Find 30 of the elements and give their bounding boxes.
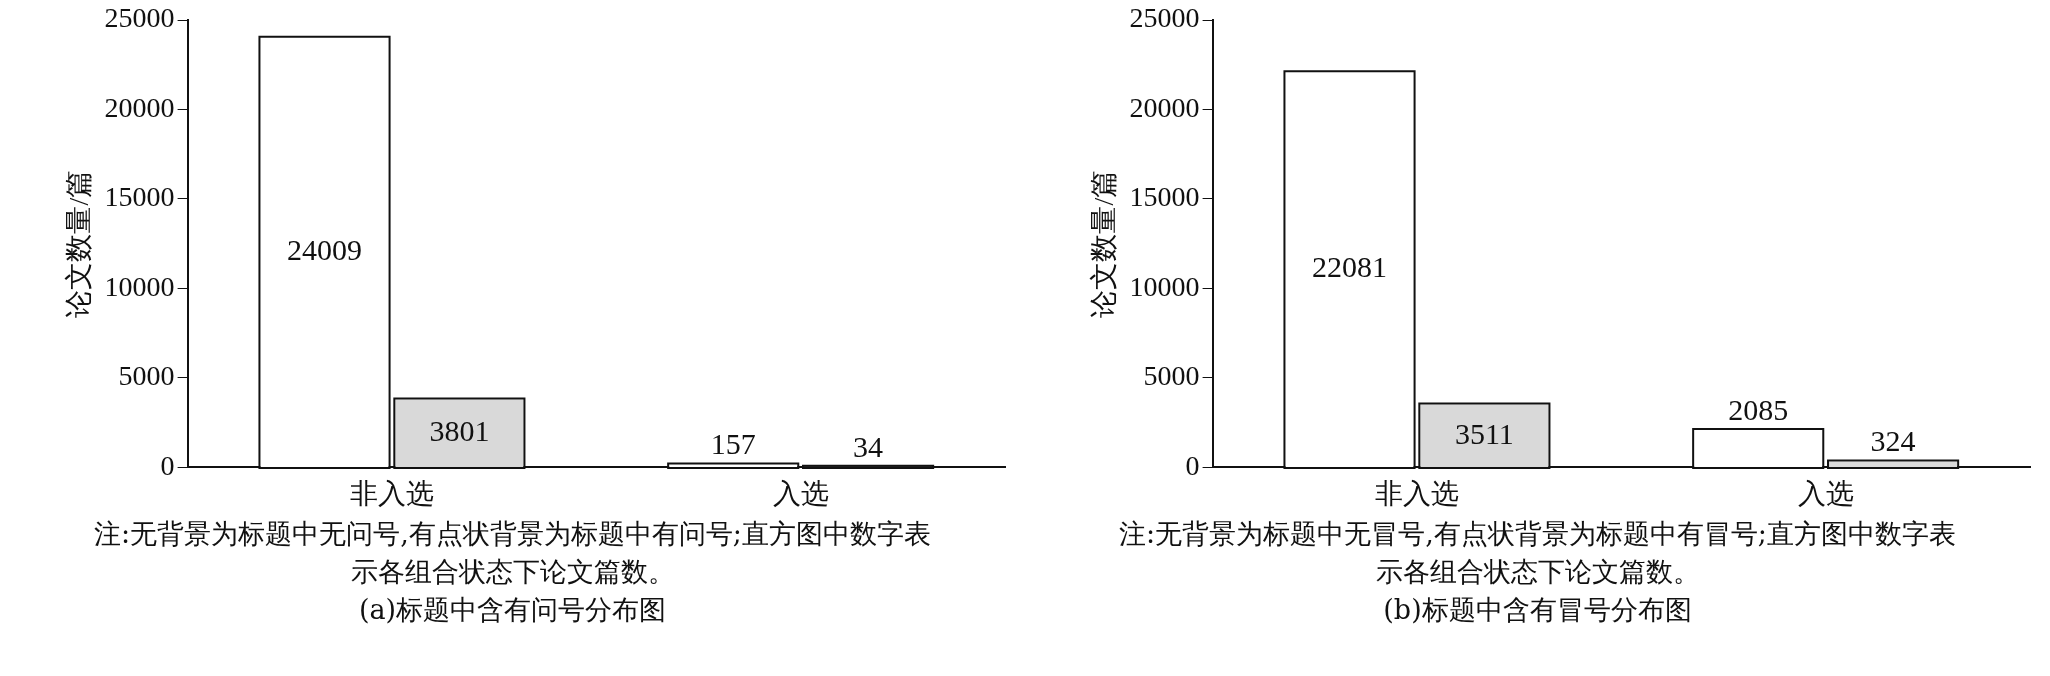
y-tick-label: 25000 bbox=[104, 2, 175, 34]
text: 注:无背景为标题中无问号,有点状背景为标题中有问号;直方图中数字表示各组合状态下论文篇数。 bbox=[93, 517, 932, 589]
data-label: 22081 bbox=[1312, 250, 1388, 284]
text: (a)标题中含有问号分布图 bbox=[358, 593, 667, 627]
y-tick-label: 5000 bbox=[1143, 360, 1200, 392]
data-label: 24009 bbox=[287, 233, 363, 267]
x-tick-label: 非入选 bbox=[1374, 477, 1459, 509]
data-label: 3801 bbox=[429, 414, 490, 448]
text: (b)标题中含有冒号分布图 bbox=[1383, 593, 1692, 627]
y-axis-title: 论文数量/篇 bbox=[1088, 169, 1120, 318]
data-label: 324 bbox=[1870, 424, 1916, 458]
text: 注:无背景为标题中无冒号,有点状背景为标题中有冒号;直方图中数字表示各组合状态下论文篇数。 bbox=[1118, 517, 1957, 589]
data-label: 2085 bbox=[1728, 392, 1789, 426]
y-tick-label: 0 bbox=[160, 449, 175, 481]
y-tick-label: 10000 bbox=[104, 270, 175, 302]
y-axis-title: 论文数量/篇 bbox=[63, 169, 95, 318]
y-tick-label: 10000 bbox=[1129, 270, 1200, 302]
x-tick-label: 非入选 bbox=[349, 477, 434, 509]
y-tick-label: 15000 bbox=[104, 181, 175, 213]
y-tick-label: 5000 bbox=[118, 360, 175, 392]
data-label: 157 bbox=[710, 427, 756, 461]
x-tick-label: 入选 bbox=[772, 477, 829, 509]
y-tick-label: 20000 bbox=[104, 91, 175, 123]
y-tick-label: 15000 bbox=[1129, 181, 1200, 213]
data-label: 3511 bbox=[1454, 416, 1514, 450]
data-label: 34 bbox=[853, 429, 884, 463]
x-tick-label: 入选 bbox=[1797, 477, 1854, 509]
y-tick-label: 25000 bbox=[1129, 2, 1200, 34]
y-tick-label: 0 bbox=[1185, 449, 1200, 481]
y-tick-label: 20000 bbox=[1129, 91, 1200, 123]
